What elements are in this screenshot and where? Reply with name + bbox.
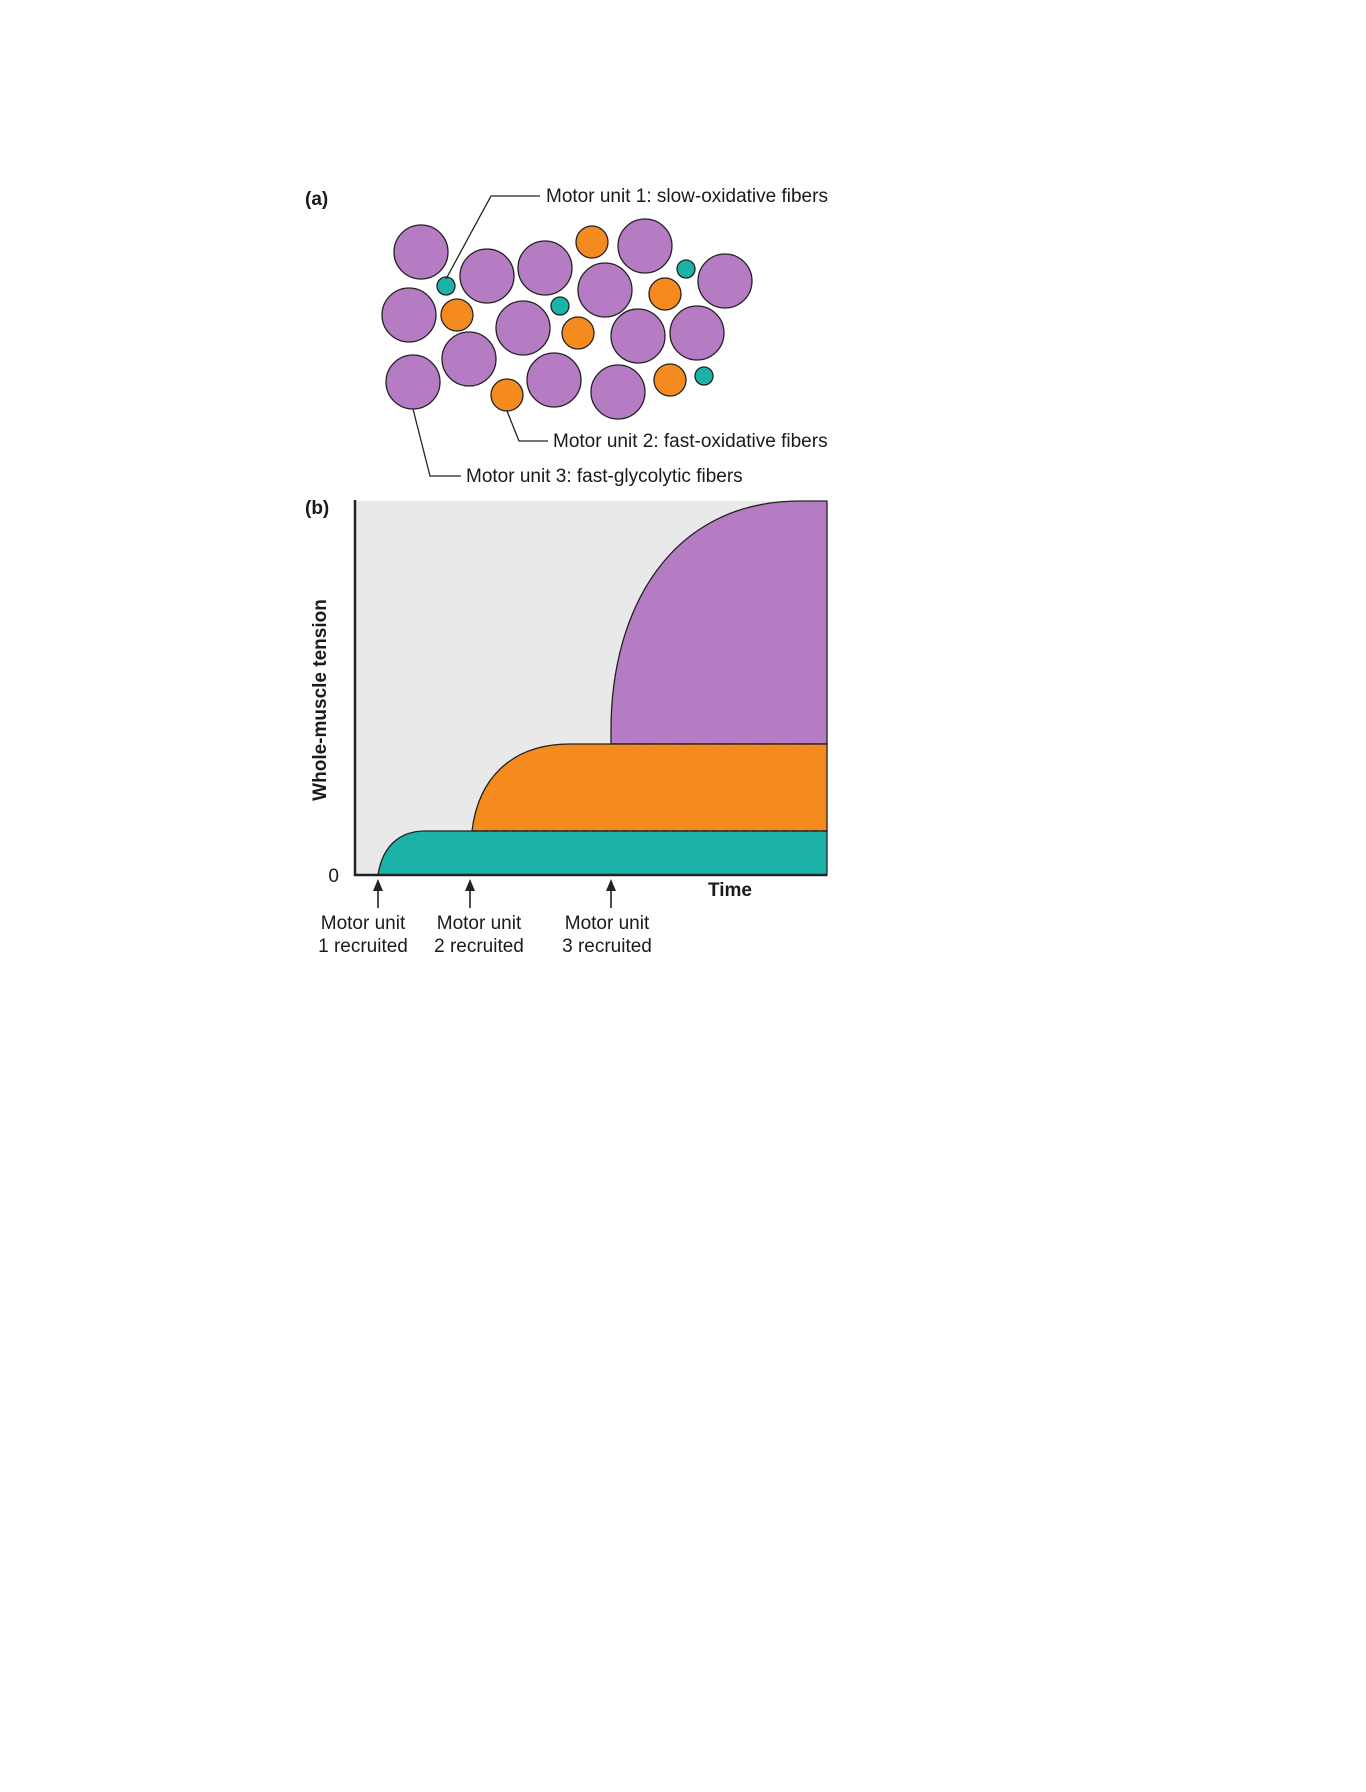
fiber-fast-glycolytic (617, 218, 673, 274)
fiber-slow-oxidative (694, 366, 714, 386)
fiber-slow-oxidative (676, 259, 696, 279)
fast-glycolytic-fibers (381, 218, 753, 420)
fiber-fast-glycolytic (517, 240, 573, 296)
fiber-fast-glycolytic (610, 308, 666, 364)
fiber-fast-glycolytic (669, 305, 725, 361)
recruitment-label-1-line2: 1 recruited (318, 936, 408, 957)
y-origin-label: 0 (328, 866, 339, 887)
recruitment-labels: Motor unit 1 recruited Motor unit 2 recr… (318, 913, 652, 957)
recruitment-label-2-line1: Motor unit (437, 913, 522, 934)
fiber-fast-oxidative (490, 378, 524, 412)
recruitment-label-2-line2: 2 recruited (434, 936, 524, 957)
fiber-fast-glycolytic (459, 248, 515, 304)
fiber-fast-glycolytic (385, 354, 441, 410)
fiber-fast-glycolytic (495, 300, 551, 356)
motor-unit-1-leader-line (445, 195, 540, 280)
recruitment-arrow-2 (465, 879, 475, 908)
fiber-fast-oxidative (653, 363, 687, 397)
fiber-fast-oxidative (648, 277, 682, 311)
fiber-cross-section (381, 218, 753, 420)
fiber-fast-oxidative (575, 225, 609, 259)
fiber-fast-glycolytic (526, 352, 582, 408)
motor-unit-3-label: Motor unit 3: fast-glycolytic fibers (466, 466, 743, 487)
fiber-fast-glycolytic (590, 364, 646, 420)
recruitment-label-1-line1: Motor unit (321, 913, 406, 934)
motor-unit-1-label: Motor unit 1: slow-oxidative fibers (546, 186, 828, 207)
recruitment-arrows (373, 879, 616, 908)
fiber-fast-glycolytic (393, 224, 449, 280)
fiber-fast-glycolytic (697, 253, 753, 309)
fast-oxidative-tension-area (471, 743, 828, 832)
recruitment-label-3-line2: 3 recruited (562, 936, 652, 957)
fast-glycolytic-tension-area (610, 500, 828, 745)
panel-b-label: (b) (305, 498, 329, 519)
recruitment-arrow-1 (373, 879, 383, 908)
y-axis-title: Whole-muscle tension (310, 599, 331, 801)
fiber-slow-oxidative (436, 276, 456, 296)
panel-a-label: (a) (305, 189, 328, 210)
fiber-fast-oxidative (440, 298, 474, 332)
recruitment-arrow-3 (606, 879, 616, 908)
fiber-fast-glycolytic (577, 262, 633, 318)
tension-plot (353, 500, 828, 877)
fiber-fast-glycolytic (381, 287, 437, 343)
fiber-fast-glycolytic (441, 331, 497, 387)
x-axis-title: Time (708, 880, 752, 901)
motor-unit-2-label: Motor unit 2: fast-oxidative fibers (553, 431, 828, 452)
fiber-fast-oxidative (561, 316, 595, 350)
slow-oxidative-tension-area (377, 830, 828, 876)
recruitment-label-3-line1: Motor unit (565, 913, 650, 934)
motor-unit-2-leader-line (506, 410, 548, 442)
fast-oxidative-fibers (440, 225, 687, 412)
slow-oxidative-fibers (436, 259, 714, 386)
motor-unit-3-leader-line (412, 408, 461, 477)
fiber-slow-oxidative (550, 296, 570, 316)
